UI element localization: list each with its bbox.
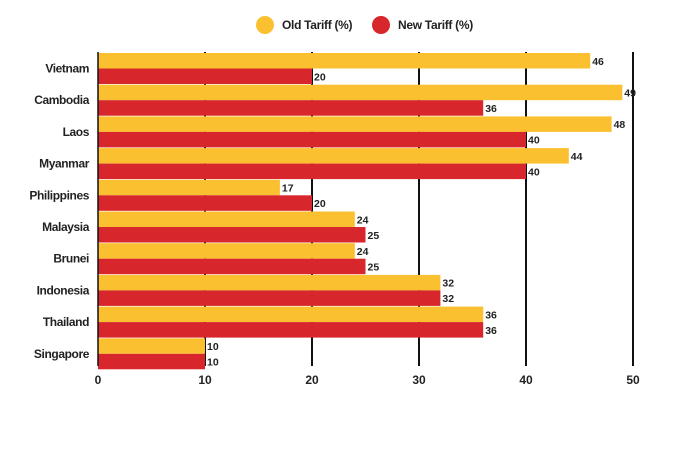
bar-new-singapore xyxy=(98,353,205,370)
legend: Old Tariff (%) New Tariff (%) xyxy=(0,14,674,36)
bar-new-vietnam xyxy=(98,68,312,84)
data-label-new-thailand: 36 xyxy=(485,325,497,337)
data-label-old-vietnam: 46 xyxy=(592,56,604,68)
data-label-old-thailand: 36 xyxy=(485,309,497,321)
legend-swatch-old-tariff xyxy=(256,16,274,34)
bar-new-brunei xyxy=(98,258,366,275)
bar-old-laos xyxy=(98,116,612,132)
category-label-singapore: Singapore xyxy=(34,347,90,361)
legend-item-old-tariff: Old Tariff (%) xyxy=(256,14,353,36)
x-tick-label-50: 50 xyxy=(626,373,640,387)
data-label-new-vietnam: 20 xyxy=(314,71,326,83)
category-label-thailand: Thailand xyxy=(43,315,89,329)
bar-old-singapore xyxy=(98,338,205,354)
x-tick-label-10: 10 xyxy=(198,373,212,387)
legend-item-new-tariff: New Tariff (%) xyxy=(372,14,473,36)
bar-new-thailand xyxy=(98,322,484,338)
bar-old-vietnam xyxy=(98,53,591,69)
data-label-old-singapore: 10 xyxy=(207,341,219,353)
data-label-old-brunei: 24 xyxy=(357,246,369,258)
data-label-old-malaysia: 24 xyxy=(357,214,369,226)
legend-swatch-new-tariff xyxy=(372,16,390,34)
data-label-new-cambodia: 36 xyxy=(485,103,497,115)
bar-new-indonesia xyxy=(98,290,441,306)
category-label-malaysia: Malaysia xyxy=(42,220,90,234)
bar-new-laos xyxy=(98,131,526,148)
data-label-new-malaysia: 25 xyxy=(368,230,380,242)
data-label-new-brunei: 25 xyxy=(368,261,380,273)
category-label-cambodia: Cambodia xyxy=(34,93,90,107)
x-tick-label-30: 30 xyxy=(412,373,426,387)
category-label-philippines: Philippines xyxy=(29,188,89,202)
data-label-new-philippines: 20 xyxy=(314,198,326,210)
category-label-indonesia: Indonesia xyxy=(37,283,90,297)
bar-old-brunei xyxy=(98,243,355,259)
x-tick-label-40: 40 xyxy=(519,373,533,387)
category-label-myanmar: Myanmar xyxy=(39,157,90,171)
category-label-brunei: Brunei xyxy=(53,252,89,266)
bar-new-philippines xyxy=(98,195,312,211)
data-label-old-laos: 48 xyxy=(614,119,626,131)
data-label-old-indonesia: 32 xyxy=(442,278,454,290)
category-label-laos: Laos xyxy=(63,125,90,139)
bar-new-malaysia xyxy=(98,227,366,243)
data-label-old-philippines: 17 xyxy=(282,183,294,195)
legend-label-old-tariff: Old Tariff (%) xyxy=(282,18,353,32)
bar-old-philippines xyxy=(98,179,280,196)
bar-old-cambodia xyxy=(98,84,623,101)
x-tick-label-0: 0 xyxy=(95,373,102,387)
data-label-new-laos: 40 xyxy=(528,135,540,147)
legend-label-new-tariff: New Tariff (%) xyxy=(398,18,473,32)
data-label-old-cambodia: 49 xyxy=(624,87,636,99)
bar-old-thailand xyxy=(98,306,484,323)
bar-new-cambodia xyxy=(98,100,484,116)
data-label-new-indonesia: 32 xyxy=(442,293,454,305)
data-label-new-singapore: 10 xyxy=(207,357,219,369)
bar-new-myanmar xyxy=(98,163,526,180)
data-label-old-myanmar: 44 xyxy=(571,151,583,163)
bar-old-myanmar xyxy=(98,148,569,164)
x-tick-label-20: 20 xyxy=(305,373,319,387)
bar-old-indonesia xyxy=(98,274,441,291)
category-label-vietnam: Vietnam xyxy=(45,62,89,76)
bar-old-malaysia xyxy=(98,211,355,227)
data-label-new-myanmar: 40 xyxy=(528,166,540,178)
